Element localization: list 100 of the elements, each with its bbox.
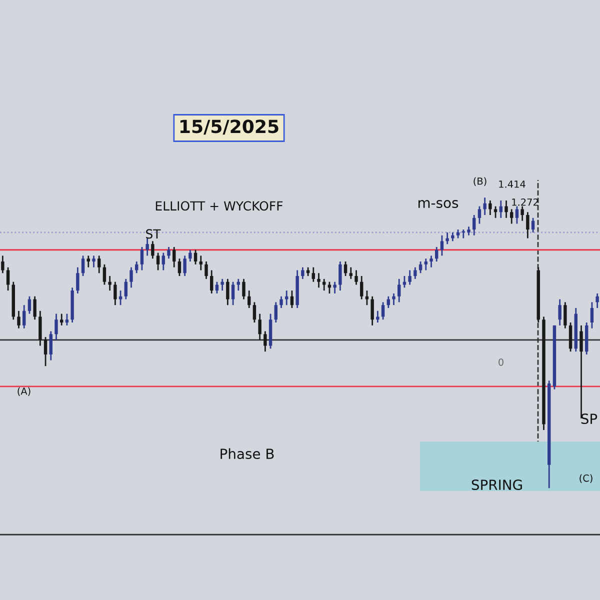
candlestick: [392, 292, 396, 306]
candlestick: [440, 234, 444, 256]
candlestick: [65, 313, 69, 326]
candlestick: [285, 290, 288, 306]
candlestick: [446, 232, 449, 245]
candlestick: [558, 298, 562, 326]
candlestick: [108, 275, 112, 292]
annotation: Phase B: [220, 448, 274, 460]
candlestick: [44, 336, 48, 367]
candlestick: [86, 254, 90, 268]
candlestick: [398, 278, 401, 303]
candlestick: [6, 266, 10, 292]
candlestick: [258, 313, 262, 341]
candlestick: [312, 266, 315, 283]
annotation: SP: [581, 414, 598, 424]
candlestick: [370, 296, 374, 326]
candlestick: [215, 281, 219, 294]
candlestick: [49, 330, 52, 361]
candlestick: [290, 290, 294, 309]
candlestick: [92, 254, 96, 268]
candlestick: [564, 301, 567, 330]
candlestick: [526, 211, 530, 239]
candlestick: [568, 322, 572, 352]
candlestick: [22, 304, 26, 330]
annotation: (A): [18, 387, 30, 396]
candlestick: [424, 258, 428, 271]
candlestick: [301, 266, 304, 280]
candlestick: [220, 278, 224, 292]
candlestick: [360, 275, 364, 300]
candlestick: [515, 206, 519, 224]
candlestick: [54, 313, 58, 341]
candlestick: [520, 206, 524, 222]
candlestick: [28, 296, 32, 314]
candlestick: [274, 301, 278, 324]
candlestick: [365, 290, 369, 306]
candlestick: [430, 254, 433, 268]
candlestick: [504, 200, 508, 219]
candlestick: [478, 206, 482, 224]
candlestick: [242, 278, 246, 300]
candlestick: [130, 266, 133, 288]
candlestick: [118, 290, 122, 306]
candlestick: [33, 296, 36, 320]
candlestick: [172, 246, 176, 268]
candlestick: [344, 260, 348, 277]
candlestick: [354, 270, 358, 286]
candlestick: [124, 278, 128, 300]
candlestick: [328, 281, 332, 294]
candlestick: [188, 249, 192, 262]
candlestick: [167, 246, 170, 260]
annotation: (C): [580, 474, 592, 483]
text: 1.414: [499, 180, 526, 188]
candlestick: [483, 196, 486, 216]
candlestick: [590, 301, 594, 330]
candlestick: [510, 208, 514, 224]
text: 15/5/2025: [180, 120, 278, 135]
candlestick: [114, 281, 117, 306]
candlestick: [162, 252, 165, 271]
candlestick: [102, 264, 106, 286]
candlestick: [81, 254, 85, 277]
candlestick: [531, 217, 535, 234]
text: (B): [474, 177, 486, 186]
candlestick: [435, 246, 438, 262]
candlestick: [17, 310, 20, 330]
candlestick: [231, 281, 235, 306]
candlestick: [580, 324, 583, 420]
candlestick: [248, 290, 251, 309]
candlestick: [178, 258, 182, 277]
annotation: 0: [498, 358, 504, 366]
candlestick: [252, 301, 256, 324]
candlestick: [317, 272, 320, 288]
candlestick: [408, 270, 412, 286]
candlestick: [488, 200, 492, 216]
candlestick: [349, 266, 352, 280]
candlestick: [151, 240, 154, 260]
candlestick: [1, 254, 4, 274]
candlestick: [146, 238, 149, 256]
candlestick: [38, 310, 42, 346]
candlestick: [226, 278, 230, 306]
candlestick: [494, 206, 498, 219]
annotation: ST: [146, 229, 161, 239]
candlestick: [472, 214, 476, 236]
annotation: SPRING: [472, 480, 522, 490]
annotation: 1.272: [512, 198, 538, 206]
candlestick: [194, 249, 198, 266]
candlestick: [60, 313, 64, 326]
candlestick: [76, 266, 80, 294]
candlestick: [338, 260, 342, 292]
candlestick: [183, 254, 186, 277]
candlestick: [596, 292, 599, 309]
candlestick: [204, 260, 208, 280]
annotation: ELLIOTT + WYCKOFF: [156, 201, 283, 211]
candlestick: [333, 281, 336, 294]
candlestick: [280, 296, 283, 309]
candlestick: [210, 270, 214, 294]
candlestick: [98, 254, 101, 274]
candlestick: [376, 310, 380, 324]
candlestick: [264, 330, 267, 352]
candlestick: [140, 246, 144, 271]
candlestick: [414, 266, 417, 280]
candlestick: [156, 252, 160, 271]
